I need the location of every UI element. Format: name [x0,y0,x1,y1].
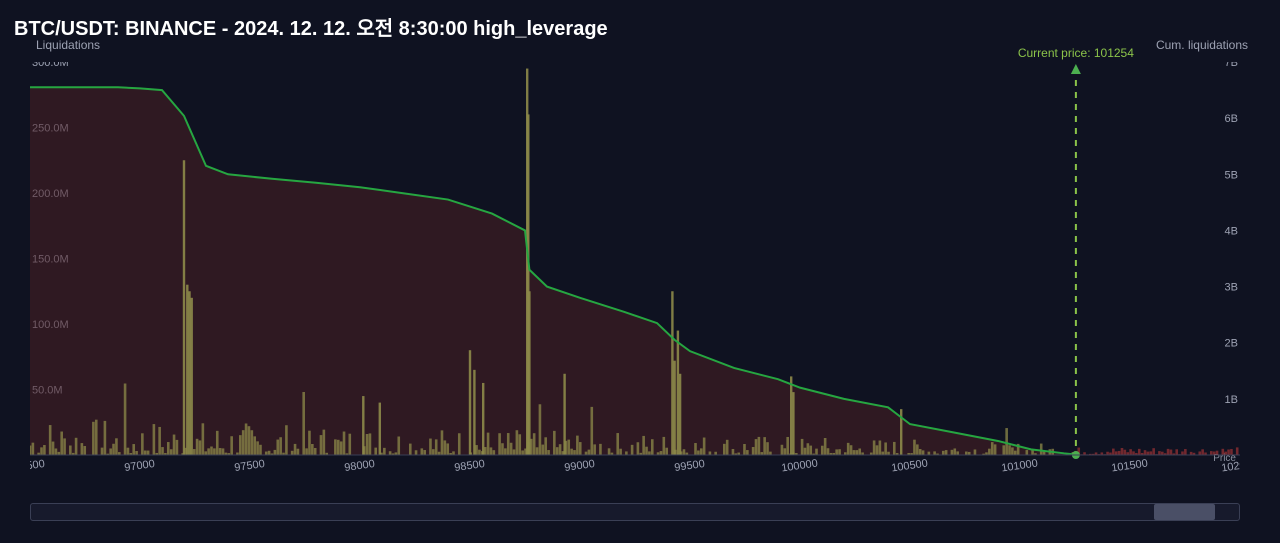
y-right-tick-label: 1B [1225,394,1238,406]
liquidation-spike [792,392,794,455]
liquidation-spike [379,403,381,455]
y-right-tick-label: 2B [1225,338,1238,350]
scrollbar-thumb[interactable] [1154,504,1214,520]
liquidation-spike [469,350,471,455]
liquidation-spike [671,291,673,455]
y-right-tick-label: 5B [1225,169,1238,181]
liquidation-spike [528,291,530,455]
liquidation-spike [673,361,675,455]
liquidation-spike [191,298,193,455]
chart-svg: 50.0M100.0M150.0M200.0M250.0M300.0M1B2B3… [30,62,1240,473]
horizontal-scrollbar[interactable] [30,503,1240,521]
right-axis-label: Cum. liquidations [1156,38,1248,52]
liquidation-spike [188,291,190,455]
chart-plot[interactable]: 50.0M100.0M150.0M200.0M250.0M300.0M1B2B3… [30,62,1240,473]
liquidation-spike [362,396,364,455]
liquidation-spike [186,285,188,455]
liquidation-spike [563,374,565,455]
liquidation-spike [790,376,792,455]
liquidation-spike [677,331,679,455]
y-right-tick-label: 7B [1225,62,1238,69]
y-right-tick-label: 3B [1225,282,1238,294]
liquidation-spike [183,160,185,455]
left-axis-label: Liquidations [36,38,100,52]
current-price-label: Current price: 101254 [1018,46,1134,60]
chart-title: BTC/USDT: BINANCE - 2024. 12. 12. 오전 8:3… [14,12,608,41]
y-right-tick-label: 4B [1225,225,1238,237]
y-left-tick-label: 300.0M [32,62,69,69]
liquidation-spike [679,374,681,455]
liquidation-spike [482,383,484,455]
liquidation-spike [473,370,475,455]
y-right-tick-label: 6B [1225,113,1238,125]
